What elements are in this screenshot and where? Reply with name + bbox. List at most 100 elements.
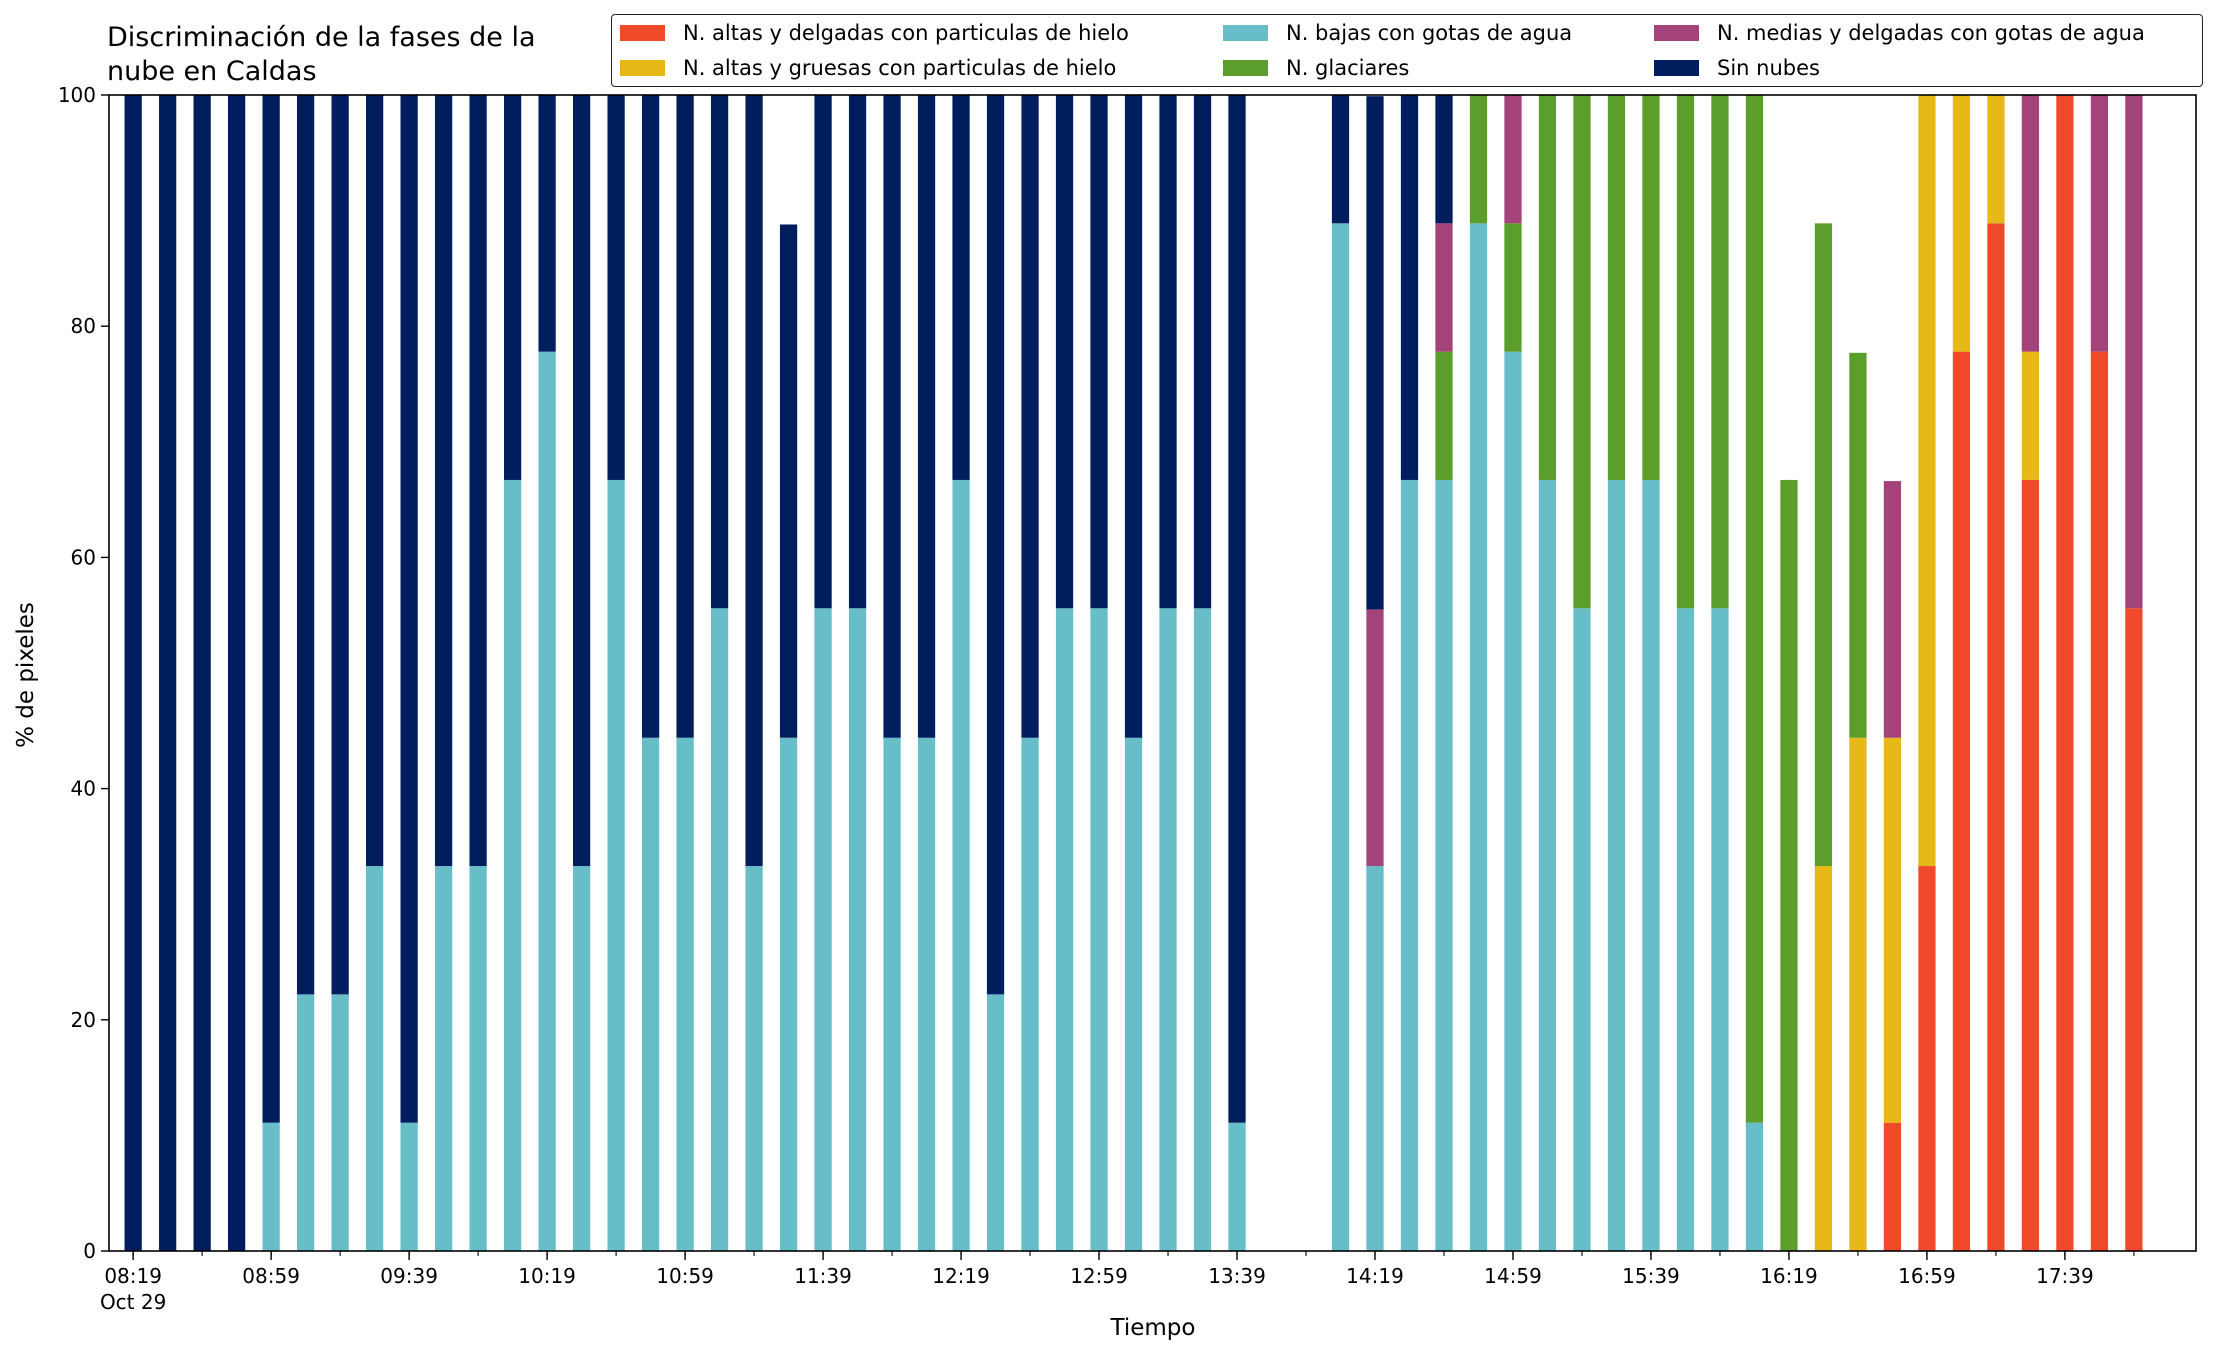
bar-segment-42-s3 bbox=[1573, 95, 1591, 609]
bar-segment-23-s2 bbox=[917, 737, 936, 1251]
bar-segment-36-s2 bbox=[1366, 866, 1384, 1251]
bar-segment-55-s4 bbox=[2021, 95, 2040, 352]
bar-segment-32-s2 bbox=[1228, 1122, 1246, 1251]
bar-segment-35-s2 bbox=[1331, 223, 1350, 1251]
legend-swatch bbox=[1654, 60, 1699, 76]
bar-segment-2-s5 bbox=[193, 95, 211, 1251]
bar-segment-41-s2 bbox=[1538, 479, 1557, 1251]
x-tick-label: 12:19 bbox=[932, 1264, 990, 1288]
bar-segment-6-s2 bbox=[331, 994, 349, 1251]
x-tick-label: 10:59 bbox=[656, 1264, 714, 1288]
bar-segment-24-s5 bbox=[952, 95, 970, 480]
bar-segment-38-s2 bbox=[1435, 479, 1453, 1251]
legend-label: N. bajas con gotas de agua bbox=[1286, 21, 1573, 45]
bar-segment-50-s1 bbox=[1849, 737, 1867, 1251]
bar-segment-18-s2 bbox=[745, 866, 763, 1251]
bar-segment-43-s3 bbox=[1607, 95, 1626, 480]
bar-segment-39-s3 bbox=[1469, 95, 1488, 224]
bar-segment-38-s3 bbox=[1435, 351, 1453, 480]
bar-segment-15-s2 bbox=[641, 737, 660, 1251]
bar-segment-1-s5 bbox=[159, 95, 177, 1251]
bar-segment-27-s2 bbox=[1055, 608, 1074, 1251]
bar-segment-30-s5 bbox=[1159, 95, 1177, 609]
bar-segment-9-s5 bbox=[434, 95, 453, 867]
bar-segment-28-s2 bbox=[1090, 608, 1108, 1251]
bar-segment-17-s5 bbox=[710, 95, 729, 609]
x-tick-label: 16:59 bbox=[1898, 1264, 1956, 1288]
bar-segment-13-s2 bbox=[572, 866, 591, 1251]
y-tick-label: 40 bbox=[71, 777, 96, 801]
chart-title-line-2: nube en Caldas bbox=[107, 56, 317, 87]
bar-segment-46-s3 bbox=[1711, 95, 1729, 609]
legend-label: N. medias y delgadas con gotas de agua bbox=[1717, 21, 2145, 45]
x-tick-label: 08:59 bbox=[242, 1264, 300, 1288]
bar-segment-20-s5 bbox=[814, 95, 832, 609]
plot-frame bbox=[108, 94, 2197, 1252]
bar-segment-21-s2 bbox=[848, 608, 867, 1251]
bar-segment-4-s2 bbox=[262, 1122, 280, 1251]
bar-segment-53-s1 bbox=[1952, 95, 1971, 352]
bar-segment-43-s2 bbox=[1607, 479, 1626, 1251]
bar-segment-35-s5 bbox=[1331, 95, 1350, 224]
bar-segment-54-s0 bbox=[1987, 223, 2005, 1251]
legend-swatch bbox=[620, 25, 665, 41]
bar-segment-37-s2 bbox=[1400, 479, 1419, 1251]
bar-segment-52-s0 bbox=[1918, 866, 1936, 1251]
x-tick-label: 14:59 bbox=[1484, 1264, 1542, 1288]
bar-segment-11-s5 bbox=[503, 95, 522, 480]
bar-segment-22-s2 bbox=[883, 737, 901, 1251]
legend-swatch bbox=[1223, 60, 1268, 76]
bar-segment-58-s4 bbox=[2125, 95, 2143, 609]
x-tick-label: 15:39 bbox=[1622, 1264, 1680, 1288]
legend-item-sin-nubes: Sin nubes bbox=[1654, 56, 1820, 80]
bar-segment-10-s5 bbox=[469, 95, 487, 867]
bar-segment-26-s2 bbox=[1021, 737, 1039, 1251]
bar-segment-7-s2 bbox=[365, 866, 384, 1251]
bar-segment-0-s5 bbox=[124, 95, 142, 1251]
legend-label: N. altas y gruesas con particulas de hie… bbox=[683, 56, 1117, 80]
bar-segment-44-s2 bbox=[1642, 479, 1660, 1251]
bar-segment-40-s4 bbox=[1504, 95, 1522, 224]
y-axis-label: % de pixeles bbox=[13, 602, 39, 748]
bar-segment-29-s2 bbox=[1124, 737, 1143, 1251]
x-axis-label: Tiempo bbox=[1110, 1315, 1196, 1341]
bar-segment-57-s4 bbox=[2090, 95, 2109, 352]
x-tick-label: 14:19 bbox=[1346, 1264, 1404, 1288]
bar-segment-23-s5 bbox=[917, 95, 936, 738]
bar-segment-21-s5 bbox=[848, 95, 867, 609]
bar-segment-27-s5 bbox=[1055, 95, 1074, 609]
bar-segment-16-s2 bbox=[676, 737, 694, 1251]
bar-segment-32-s5 bbox=[1228, 95, 1246, 1123]
bar-segment-40-s3 bbox=[1504, 223, 1522, 352]
legend-label: N. glaciares bbox=[1286, 56, 1410, 80]
y-tick-label: 60 bbox=[71, 545, 96, 569]
x-tick-label: 17:39 bbox=[2036, 1264, 2094, 1288]
bar-segment-54-s1 bbox=[1987, 95, 2005, 224]
bar-segment-51-s1 bbox=[1883, 737, 1902, 1123]
bar-segment-14-s5 bbox=[607, 95, 625, 480]
legend-swatch bbox=[1223, 25, 1268, 41]
x-tick-label: Oct 29 bbox=[100, 1290, 166, 1314]
bar-segment-5-s2 bbox=[297, 994, 315, 1251]
bar-segment-49-s3 bbox=[1814, 223, 1833, 867]
bar-segment-50-s3 bbox=[1849, 352, 1867, 738]
y-tick-label: 0 bbox=[83, 1239, 96, 1263]
bar-segment-29-s5 bbox=[1124, 95, 1143, 738]
bar-segment-14-s2 bbox=[607, 479, 625, 1251]
bar-segment-55-s1 bbox=[2021, 351, 2040, 480]
legend-item-medias-delgadas: N. medias y delgadas con gotas de agua bbox=[1654, 21, 2145, 45]
chart-title-line-1: Discriminación de la fases de la bbox=[107, 22, 536, 53]
bar-segment-4-s5 bbox=[262, 95, 280, 1123]
bar-segment-30-s2 bbox=[1159, 608, 1177, 1251]
legend-label: Sin nubes bbox=[1717, 56, 1820, 80]
bar-segment-19-s5 bbox=[779, 224, 798, 738]
bar-segment-40-s2 bbox=[1504, 351, 1522, 1251]
bar-segment-6-s5 bbox=[331, 95, 349, 995]
bar-segment-28-s5 bbox=[1090, 95, 1108, 609]
bars-layer bbox=[124, 95, 2143, 1251]
bar-segment-5-s5 bbox=[297, 95, 315, 995]
bar-segment-45-s2 bbox=[1676, 608, 1695, 1251]
legend-item-altas-gruesas: N. altas y gruesas con particulas de hie… bbox=[620, 56, 1116, 80]
bar-segment-46-s2 bbox=[1711, 608, 1729, 1251]
